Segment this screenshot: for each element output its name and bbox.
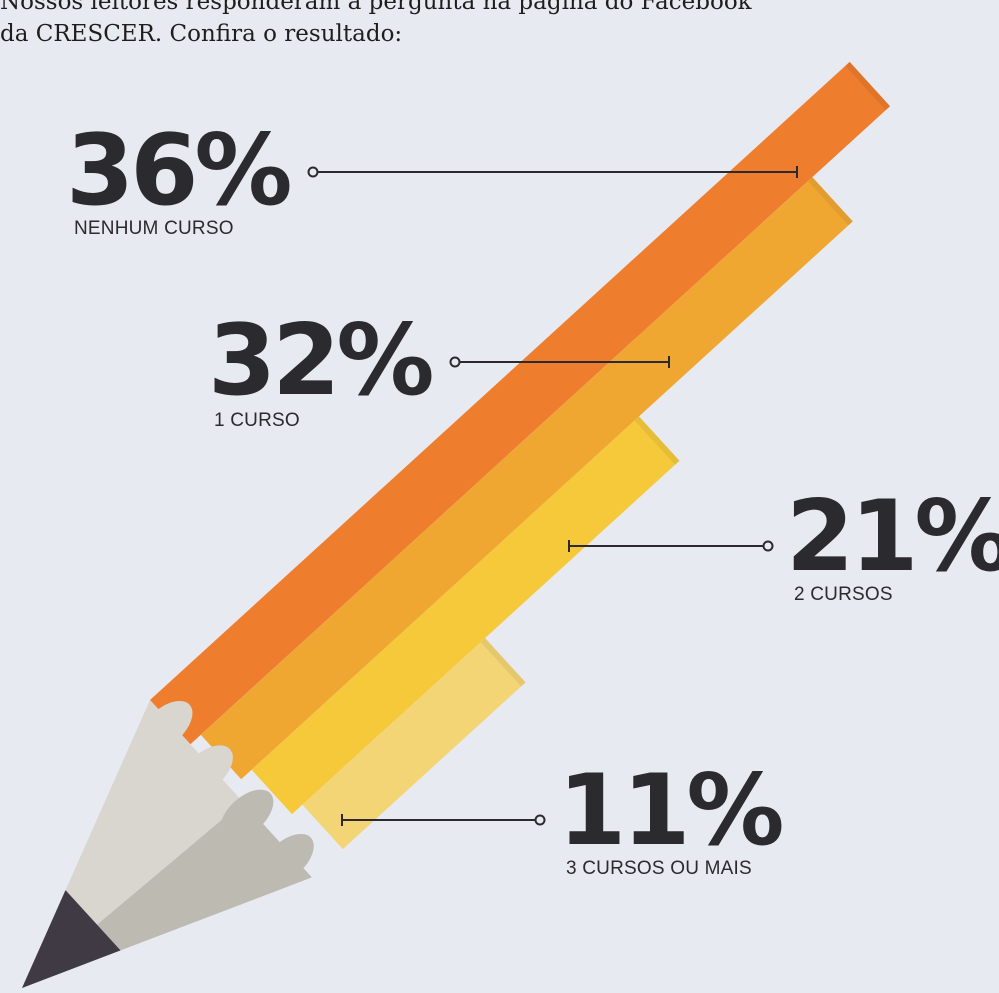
pct-label-3-cursos-ou-mais: 11% xyxy=(558,754,785,868)
pencil-wood xyxy=(22,700,312,988)
leader-dot-1-curso xyxy=(449,356,461,368)
category-label-1-curso: 1 CURSO xyxy=(214,410,300,431)
pct-label-1-curso: 32% xyxy=(208,304,435,418)
leader-dot-3-cursos-ou-mais xyxy=(534,814,546,826)
bar-end-nenhum-curso xyxy=(845,61,891,111)
bar-2-cursos xyxy=(251,416,680,815)
bar-end-3-cursos-ou-mais xyxy=(480,638,526,687)
pencil-scallop-1-curso xyxy=(179,745,233,796)
bar-nenhum-curso xyxy=(150,61,891,745)
category-label-2-cursos: 2 CURSOS xyxy=(794,584,893,605)
pct-label-2-cursos: 21% xyxy=(786,480,999,594)
bar-end-1-curso xyxy=(807,177,853,226)
pencil-tip xyxy=(22,700,314,988)
intro-text: Nossos leitores responderam à pergunta n… xyxy=(0,0,820,50)
pencil-scallop-3-cursos-ou-mais xyxy=(260,833,314,885)
pencil-lead xyxy=(22,890,121,988)
intro-line-1: Nossos leitores responderam à pergunta n… xyxy=(0,0,752,15)
pct-label-nenhum-curso: 36% xyxy=(66,114,293,228)
bar-1-curso xyxy=(200,177,853,780)
leader-dot-2-cursos xyxy=(762,540,774,552)
intro-line-2: da CRESCER. Confira o resultado: xyxy=(0,21,403,47)
pencil-scallop-2-cursos xyxy=(220,789,274,841)
pencil-bars xyxy=(150,61,891,850)
pencil-scallop-nenhum-curso xyxy=(139,700,193,752)
bar-3-cursos-ou-mais xyxy=(302,638,526,850)
leader-lines xyxy=(307,166,798,826)
leader-dot-nenhum-curso xyxy=(307,166,319,178)
bar-end-2-cursos xyxy=(634,416,680,465)
category-label-3-cursos-ou-mais: 3 CURSOS OU MAIS xyxy=(566,858,752,879)
category-label-nenhum-curso: NENHUM CURSO xyxy=(74,218,234,239)
